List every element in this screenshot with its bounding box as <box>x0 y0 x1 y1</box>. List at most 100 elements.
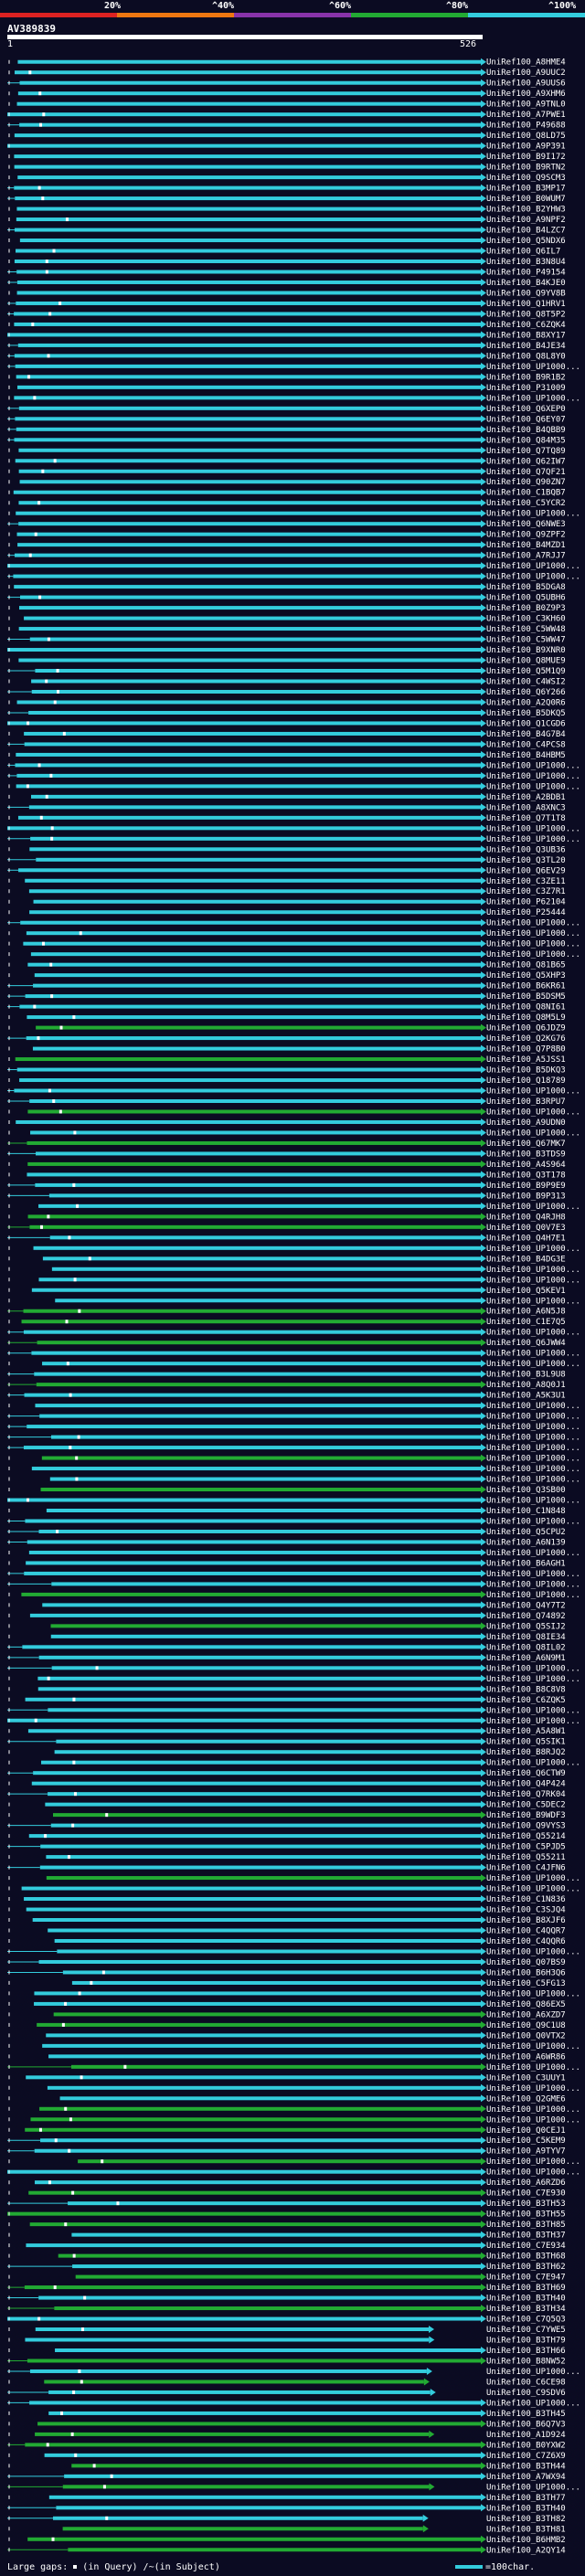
hit-label[interactable]: UniRef100_UP1000... <box>486 1706 580 1715</box>
hit-label[interactable]: UniRef100_P49154 <box>486 268 566 277</box>
hit-label[interactable]: UniRef100_Q6NWE3 <box>486 520 566 529</box>
hit-label[interactable]: UniRef100_B6H3Q6 <box>486 1968 566 1977</box>
hit-label[interactable]: UniRef100_Q9YV8B <box>486 289 566 298</box>
hit-label[interactable]: UniRef100_B8RJQ2 <box>486 1748 566 1757</box>
hit-label[interactable]: UniRef100_Q81B65 <box>486 961 566 970</box>
hit-label[interactable]: UniRef100_UP1000... <box>486 929 580 938</box>
hit-label[interactable]: UniRef100_UP1000... <box>486 1203 580 1212</box>
hit-label[interactable]: UniRef100_B3TH44 <box>486 2462 566 2471</box>
hit-label[interactable]: UniRef100_B3L9U8 <box>486 1371 566 1380</box>
hit-label[interactable]: UniRef100_Q07BS9 <box>486 1958 566 1967</box>
hit-label[interactable]: UniRef100_Q74892 <box>486 1612 566 1621</box>
hit-label[interactable]: UniRef100_A6RZD6 <box>486 2178 566 2188</box>
hit-label[interactable]: UniRef100_B3TH79 <box>486 2337 566 2346</box>
hit-label[interactable]: UniRef100_B4QBB9 <box>486 426 566 435</box>
hit-label[interactable]: UniRef100_Q6EV29 <box>486 866 566 875</box>
hit-label[interactable]: UniRef100_Q8NI61 <box>486 1003 566 1012</box>
hit-label[interactable]: UniRef100_B9XNR0 <box>486 646 566 655</box>
hit-label[interactable]: UniRef100_UP1000... <box>486 1129 580 1138</box>
hit-label[interactable]: UniRef100_B4MZD1 <box>486 541 566 550</box>
hit-label[interactable]: UniRef100_B9P9E9 <box>486 1182 566 1191</box>
hit-label[interactable]: UniRef100_Q84M35 <box>486 436 566 445</box>
hit-label[interactable]: UniRef100_UP1000... <box>486 1570 580 1579</box>
hit-label[interactable]: UniRef100_B0YXW2 <box>486 2441 566 2450</box>
hit-label[interactable]: UniRef100_Q5CPU2 <box>486 1528 566 1537</box>
hit-label[interactable]: UniRef100_B5DGA8 <box>486 583 566 592</box>
hit-label[interactable]: UniRef100_P31009 <box>486 384 566 393</box>
hit-label[interactable]: UniRef100_Q62IW7 <box>486 457 566 466</box>
hit-label[interactable]: UniRef100_UP1000... <box>486 2042 580 2051</box>
hit-label[interactable]: UniRef100_C5KEM9 <box>486 2136 566 2146</box>
hit-label[interactable]: UniRef100_UP1000... <box>486 2399 580 2408</box>
hit-label[interactable]: UniRef100_Q5NDX6 <box>486 237 566 246</box>
hit-label[interactable]: UniRef100_B4JE34 <box>486 342 566 351</box>
hit-label[interactable]: UniRef100_C5WW47 <box>486 636 566 645</box>
hit-label[interactable]: UniRef100_UP1000... <box>486 1266 580 1275</box>
hit-label[interactable]: UniRef100_B3TH40 <box>486 2295 566 2304</box>
hit-label[interactable]: UniRef100_B5DSM5 <box>486 992 566 1002</box>
hit-label[interactable]: UniRef100_UP1000... <box>486 824 580 833</box>
hit-label[interactable]: UniRef100_UP1000... <box>486 1497 580 1506</box>
hit-label[interactable]: UniRef100_Q9VYS3 <box>486 1822 566 1831</box>
hit-label[interactable]: UniRef100_C1N836 <box>486 1895 566 1904</box>
hit-label[interactable]: UniRef100_A9P391 <box>486 143 566 152</box>
hit-label[interactable]: UniRef100_B3TH53 <box>486 2200 566 2209</box>
hit-label[interactable]: UniRef100_UP1000... <box>486 1465 580 1474</box>
hit-label[interactable]: UniRef100_A2QY14 <box>486 2546 566 2555</box>
hit-label[interactable]: UniRef100_UP1000... <box>486 1989 580 1998</box>
hit-label[interactable]: UniRef100_UP1000... <box>486 835 580 844</box>
hit-label[interactable]: UniRef100_UP1000... <box>486 1476 580 1485</box>
hit-label[interactable]: UniRef100_UP1000... <box>486 1517 580 1526</box>
hit-label[interactable]: UniRef100_A9UDN0 <box>486 1118 566 1128</box>
hit-label[interactable]: UniRef100_C4QQR7 <box>486 1927 566 1936</box>
hit-label[interactable]: UniRef100_UP1000... <box>486 573 580 582</box>
hit-label[interactable]: UniRef100_Q9SCM3 <box>486 174 566 183</box>
hit-label[interactable]: UniRef100_UP1000... <box>486 1108 580 1117</box>
hit-label[interactable]: UniRef100_B0WUM7 <box>486 195 566 204</box>
hit-label[interactable]: UniRef100_P62104 <box>486 898 566 907</box>
hit-label[interactable]: UniRef100_Q8L8Y0 <box>486 352 566 361</box>
hit-label[interactable]: UniRef100_C6CE98 <box>486 2378 566 2387</box>
hit-label[interactable]: UniRef100_B3TH34 <box>486 2305 566 2314</box>
hit-label[interactable]: UniRef100_Q5UBH6 <box>486 594 566 603</box>
hit-label[interactable]: UniRef100_C6ZQK4 <box>486 321 566 330</box>
hit-label[interactable]: UniRef100_C3ZE11 <box>486 877 566 886</box>
hit-label[interactable]: UniRef100_UP1000... <box>486 2084 580 2094</box>
hit-label[interactable]: UniRef100_Q3UB36 <box>486 845 566 854</box>
hit-label[interactable]: UniRef100_Q8T5P2 <box>486 310 566 319</box>
hit-label[interactable]: UniRef100_Q18789 <box>486 1076 566 1086</box>
hit-label[interactable]: UniRef100_A5K3U1 <box>486 1392 566 1401</box>
hit-label[interactable]: UniRef100_A6N9M1 <box>486 1654 566 1663</box>
hit-label[interactable]: UniRef100_A7RJJ7 <box>486 552 566 561</box>
hit-label[interactable]: UniRef100_B9RTN2 <box>486 164 566 173</box>
hit-label[interactable]: UniRef100_UP1000... <box>486 1591 580 1600</box>
hit-label[interactable]: UniRef100_P49688 <box>486 122 566 131</box>
hit-label[interactable]: UniRef100_UP1000... <box>486 1874 580 1883</box>
hit-label[interactable]: UniRef100_B3TH66 <box>486 2347 566 2356</box>
hit-label[interactable]: UniRef100_Q7P8B0 <box>486 1045 566 1055</box>
hit-label[interactable]: UniRef100_UP1000... <box>486 363 580 372</box>
hit-label[interactable]: UniRef100_C4QQR6 <box>486 1937 566 1946</box>
hit-label[interactable]: UniRef100_Q8MUE9 <box>486 657 566 666</box>
hit-label[interactable]: UniRef100_B5DKQ3 <box>486 1066 566 1076</box>
hit-label[interactable]: UniRef100_UP1000... <box>486 394 580 403</box>
hit-label[interactable]: UniRef100_Q5KEV1 <box>486 1287 566 1296</box>
hit-label[interactable]: UniRef100_C5WW48 <box>486 625 566 634</box>
hit-label[interactable]: UniRef100_Q5M1Q9 <box>486 667 566 676</box>
hit-label[interactable]: UniRef100_C3UUY1 <box>486 2073 566 2083</box>
hit-label[interactable]: UniRef100_B4KJE0 <box>486 279 566 288</box>
hit-label[interactable]: UniRef100_B4DG3E <box>486 1255 566 1264</box>
hit-label[interactable]: UniRef100_B4LZC7 <box>486 227 566 236</box>
hit-label[interactable]: UniRef100_B9R1B2 <box>486 373 566 382</box>
hit-label[interactable]: UniRef100_C9SDV6 <box>486 2389 566 2398</box>
hit-label[interactable]: UniRef100_B3TH82 <box>486 2515 566 2524</box>
hit-label[interactable]: UniRef100_UP1000... <box>486 1947 580 1956</box>
hit-label[interactable]: UniRef100_C1BQB7 <box>486 489 566 498</box>
hit-label[interactable]: UniRef100_A5JSS1 <box>486 1055 566 1065</box>
hit-label[interactable]: UniRef100_Q6IL7 <box>486 248 560 257</box>
hit-label[interactable]: UniRef100_A8Q0J1 <box>486 1381 566 1390</box>
hit-label[interactable]: UniRef100_B9P313 <box>486 1192 566 1201</box>
hit-label[interactable]: UniRef100_Q5XHP3 <box>486 971 566 981</box>
hit-label[interactable]: UniRef100_UP1000... <box>486 1759 580 1768</box>
hit-label[interactable]: UniRef100_A7WX94 <box>486 2473 566 2482</box>
